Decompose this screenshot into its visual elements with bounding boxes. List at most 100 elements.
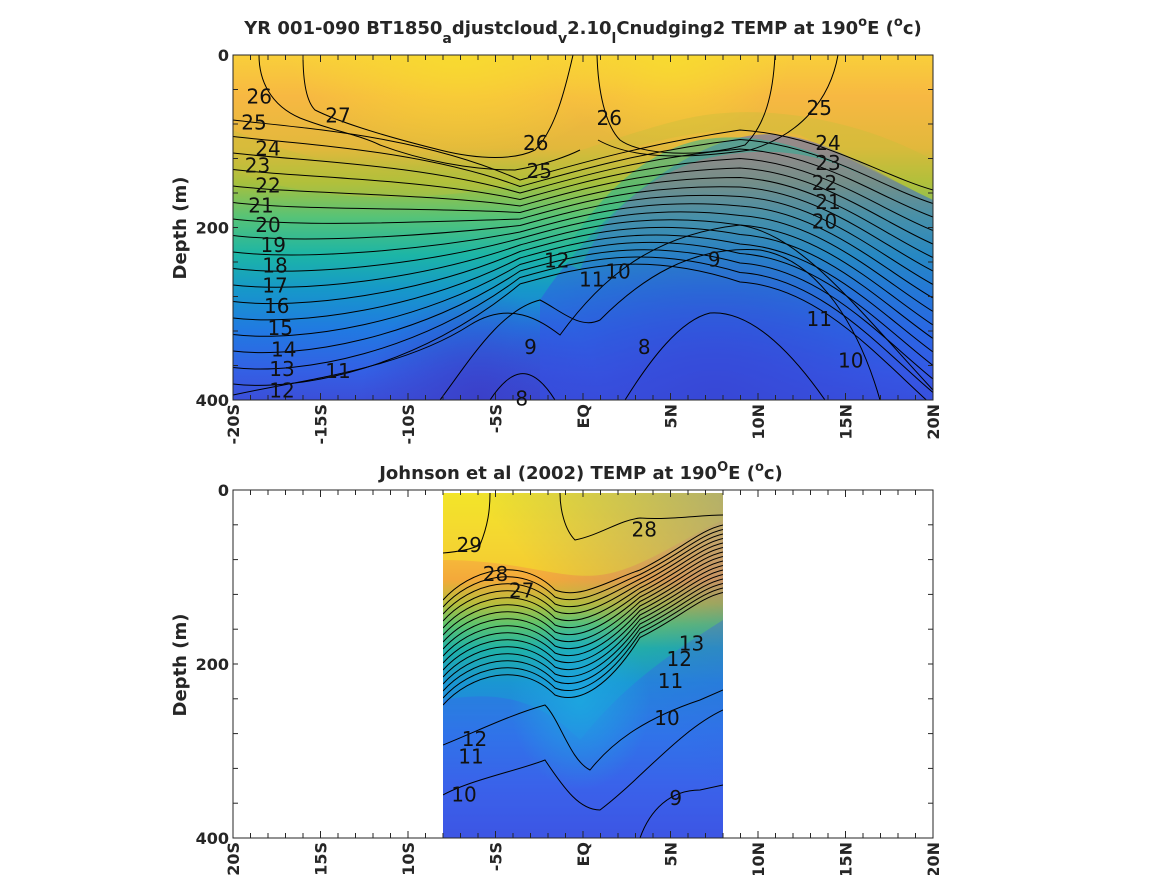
x-tick-label: -15S [312, 842, 331, 875]
top-title-main: YR 001-090 BT1850 [243, 18, 442, 39]
contour-label: 10 [605, 260, 630, 284]
obs-thermocline-contour [443, 569, 723, 671]
obs-thermocline-contour [443, 587, 723, 699]
contour-10 [439, 249, 881, 400]
contour-label: 21 [815, 190, 840, 214]
obs-thermocline-contour [443, 565, 723, 664]
x-tick-label: 20N [924, 842, 943, 875]
thermocline-contour [233, 249, 933, 380]
x-tick-label: 5N [662, 842, 681, 867]
contour-label: 23 [245, 154, 270, 178]
contour-label: 26 [597, 106, 622, 130]
thermocline-contour [233, 241, 933, 366]
top-colour-field [233, 55, 933, 400]
contour-label: 12 [462, 727, 487, 751]
contour-label: 9 [669, 786, 682, 810]
thermocline-contour [233, 119, 933, 191]
top-contour-panel: YR 001-090 BT1850adjustcloudv2.10lCnudgi… [170, 15, 943, 444]
top-title-sup-o: o [858, 15, 867, 30]
obs-thermocline-contour [443, 592, 723, 706]
top-title-sup-o2: o [894, 15, 903, 30]
bottom-y-axis-label: Depth (m) [170, 614, 191, 717]
obs-thermocline-contour [443, 533, 723, 615]
contour-label: 11 [325, 359, 350, 383]
obs-thermocline-contour [443, 547, 723, 636]
contour-label: 19 [261, 233, 286, 257]
x-tick-label: 20N [924, 404, 943, 440]
top-title-e-paren: E ( [867, 18, 894, 39]
top-y-axis-label: Depth (m) [170, 177, 191, 280]
top-contour-lines [233, 55, 933, 400]
contour-label: 27 [325, 104, 350, 128]
x-tick-label: -10S [399, 404, 418, 444]
contour-label: 24 [815, 131, 840, 155]
thermocline-contour [233, 186, 933, 272]
x-tick-label: EQ [574, 842, 593, 867]
obs-thermocline-contour [443, 551, 723, 643]
contour-label: 23 [815, 151, 840, 175]
thermocline-contour [233, 176, 933, 258]
top-title-mid1: djustcloud [452, 18, 558, 39]
contour-label: 22 [255, 173, 280, 197]
top-chart-title: YR 001-090 BT1850adjustcloudv2.10lCnudgi… [243, 15, 921, 47]
bottom-title-sup-o: O [717, 460, 728, 475]
contour-label: 24 [255, 136, 280, 160]
x-tick-label: 5N [662, 404, 681, 429]
contour-label: 13 [679, 631, 704, 655]
x-tick-label: 10N [749, 404, 768, 440]
obs-thermocline-contour [443, 538, 723, 622]
contour-label: 10 [451, 783, 476, 807]
obs-thermocline-contour [443, 524, 723, 601]
contour-label: 21 [248, 193, 273, 217]
obs-contour-11 [443, 689, 723, 771]
contour-8b [489, 373, 556, 400]
thermocline-contour [233, 263, 928, 400]
obs-thermocline-contour [443, 529, 723, 608]
y-tick-label: 0 [218, 481, 229, 500]
thermocline-contour [233, 157, 933, 231]
x-tick-label: -20S [224, 842, 243, 875]
thermocline-contour [233, 203, 933, 299]
bottom-contour-lines [443, 493, 723, 838]
bottom-title-main: Johnson et al (2002) TEMP at 190 [377, 463, 717, 484]
contour-8 [624, 312, 826, 400]
contour-label: 11 [458, 744, 483, 768]
contour-label: 10 [654, 706, 679, 730]
y-tick-label: 200 [196, 219, 229, 238]
contour-label: 14 [271, 337, 296, 361]
thermocline-contour [233, 211, 933, 312]
x-tick-label: -5S [487, 404, 506, 433]
contour-label: 11 [579, 267, 604, 291]
y-tick-label: 0 [218, 46, 229, 65]
contour-label: 18 [262, 254, 287, 278]
bottom-contour-panel: Johnson et al (2002) TEMP at 190OE (oc) … [170, 460, 943, 875]
contour-label: 12 [269, 379, 294, 403]
contour-label: 15 [268, 316, 293, 340]
top-axis-ticks: -20S -15S -10S -5S EQ 5N 10N 15N 20N 0 200 400 [196, 46, 943, 444]
obs-contour-9 [639, 784, 723, 838]
obs-thermocline-contour [443, 560, 723, 657]
thermocline-contour [233, 234, 933, 353]
top-title-tail: Cnudging2 TEMP at 190 [616, 18, 858, 39]
x-tick-label: EQ [574, 404, 593, 429]
contour-label: 8 [638, 335, 651, 359]
bottom-colour-field [443, 493, 723, 838]
contour-label: 13 [269, 357, 294, 381]
contour-label: 11 [807, 307, 832, 331]
contour-label: 12 [544, 249, 569, 273]
x-tick-label: 15N [837, 404, 856, 440]
thermocline-contour [233, 194, 933, 285]
top-contour-labels: 2627252423222120191817161514131211262512… [241, 85, 863, 411]
thermocline-contour [233, 226, 933, 339]
contour-label: 9 [708, 248, 721, 272]
thermocline-contour [233, 148, 933, 218]
top-title-end: c) [903, 18, 922, 39]
thermocline-contour [233, 219, 933, 326]
obs-contour-10 [443, 709, 723, 811]
contour-label: 8 [515, 387, 528, 411]
x-tick-label: -20S [224, 404, 243, 444]
bottom-title-sup-o2: o [755, 460, 764, 475]
contour-label: 26 [247, 85, 272, 109]
